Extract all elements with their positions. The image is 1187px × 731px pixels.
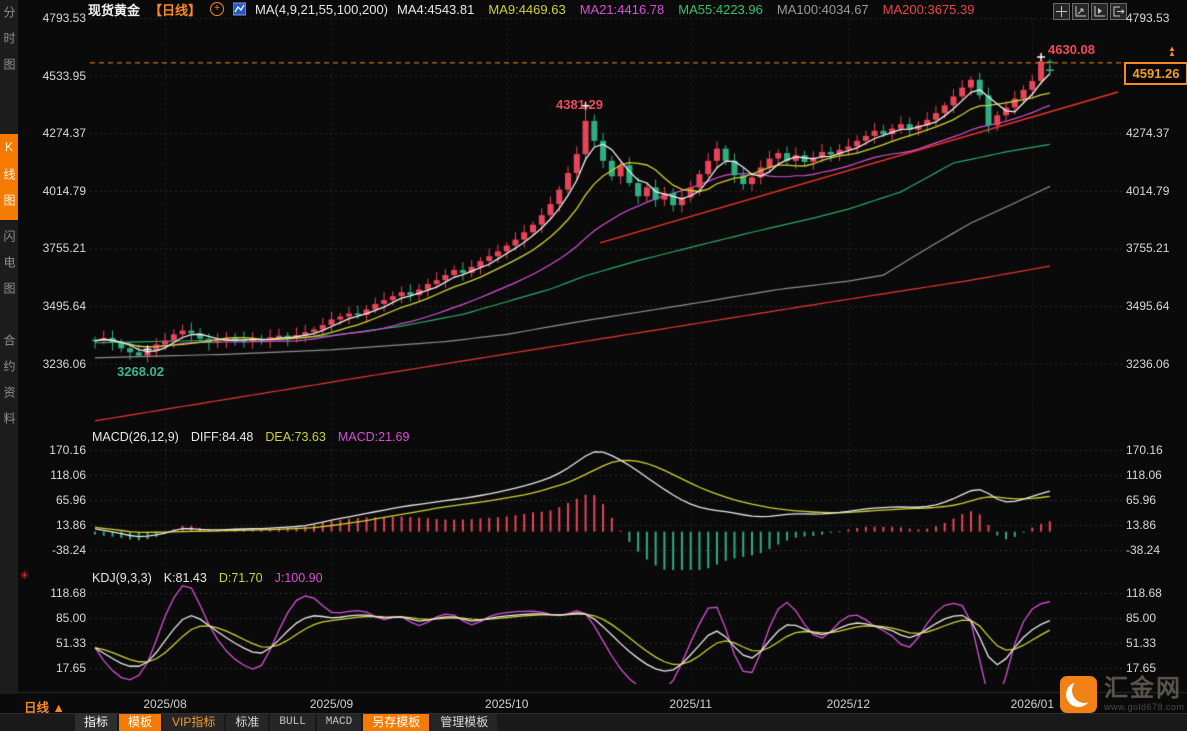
ma-value-label: MA100:4034.67 [776, 1, 869, 17]
bottom-toolbar: 指标 模板 VIP指标 标准 BULL MACD 另存模板 管理模板 [0, 713, 1187, 731]
axis-label: 3236.06 [42, 356, 86, 371]
axis-label: 4533.95 [42, 68, 86, 83]
ma-value-label: MA55:4223.96 [678, 1, 763, 17]
macd-dea-value: DEA:73.63 [265, 430, 326, 444]
add-compare-icon[interactable]: + [210, 2, 225, 16]
period-tag: 【日线】 [149, 2, 202, 18]
x-axis-month-label: 2025/08 [143, 697, 187, 711]
high-price-annotation: 4630.08 [1048, 42, 1095, 57]
ma-value-label: MA9:4469.63 [488, 1, 566, 17]
axis-label: 4793.53 [42, 11, 86, 25]
axis-label: 118.68 [50, 586, 86, 600]
last-price-badge: 4591.26 [1124, 62, 1187, 85]
axis-label: 170.16 [49, 443, 86, 457]
sidebar-item-3[interactable]: 合约资料 [2, 334, 16, 438]
axis-label: -38.24 [1126, 543, 1161, 557]
macd-label-row: MACD(26,12,9) DIFF:84.48 DEA:73.63 MACD:… [92, 430, 409, 444]
low-price-annotation: 3268.02 [117, 364, 164, 379]
axis-label: 4014.79 [1126, 183, 1170, 198]
axis-label: 85.00 [1126, 611, 1157, 625]
ma-value-label: MA200:3675.39 [882, 1, 975, 17]
ma-value-label: MA21:4416.78 [579, 1, 665, 17]
axis-label: 4014.79 [42, 183, 86, 198]
ma-values: MA4:4543.81 MA9:4469.63 MA21:4416.78 MA55:4… [397, 2, 974, 17]
axis-label: 13.86 [1126, 518, 1157, 532]
x-axis-month-label: 2025/12 [826, 697, 871, 711]
x-axis-month-label: 2025/09 [309, 697, 354, 711]
alert-flash-icon[interactable]: ✳ [20, 570, 30, 582]
macd-macd-value: MACD:21.69 [337, 430, 410, 444]
symbol-title: 现货黄金 [88, 2, 141, 18]
x-axis-month-label: 2025/11 [669, 697, 712, 711]
axis-label: 13.86 [55, 518, 86, 532]
crosshair-icon[interactable] [1053, 3, 1070, 20]
chart-header: 现货黄金 【日线】 + MA(4,9,21,55,100,200) MA4:45… [88, 1, 974, 18]
sidebar-item-1[interactable]: K线图 [0, 134, 18, 220]
axis-label: 4793.53 [1126, 11, 1170, 25]
macd-title: MACD(26,12,9) [92, 430, 179, 444]
axis-label: 17.65 [55, 661, 86, 675]
bottom-tab-2[interactable]: VIP指标 [163, 714, 225, 731]
bottom-tab-3[interactable]: 标准 [226, 714, 269, 731]
kdj-j-value: J:100.90 [274, 571, 323, 585]
chart-toolbar [1053, 3, 1127, 20]
axis-label: 65.96 [55, 493, 86, 507]
ma-value-label: MA4:4543.81 [397, 1, 475, 17]
axis-label: 3755.21 [42, 241, 86, 256]
site-logo: 汇金网 www.gold678.com [1060, 676, 1185, 713]
bottom-tab-5[interactable]: MACD [316, 714, 362, 731]
x-axis-month-label: 2026/01 [1010, 697, 1054, 711]
axis-play-icon[interactable] [1091, 3, 1108, 20]
mini-chart-icon [233, 2, 247, 16]
peak-price-annotation: 4381.29 [556, 97, 603, 112]
axis-zoom-icon[interactable] [1072, 3, 1089, 20]
period-selector[interactable]: 日线 ▲ [24, 701, 65, 715]
axis-label: -38.24 [51, 543, 86, 557]
macd-diff-value: DIFF:84.48 [190, 430, 254, 444]
axis-label: 118.68 [1126, 586, 1162, 600]
bottom-tab-6[interactable]: 另存模板 [363, 714, 430, 731]
axis-label: 65.96 [1126, 493, 1157, 507]
logo-icon [1060, 676, 1097, 713]
sidebar-item-2[interactable]: 闪电图 [2, 230, 16, 308]
kdj-k-value: K:81.43 [163, 571, 207, 585]
axis-label: 118.06 [50, 468, 86, 482]
logo-url: www.gold678.com [1104, 702, 1185, 712]
kdj-d-value: D:71.70 [218, 571, 263, 585]
bottom-tab-0[interactable]: 指标 [75, 714, 118, 731]
kdj-label-row: KDJ(9,3,3) K:81.43 D:71.70 J:100.90 [92, 571, 323, 585]
axis-label: 3236.06 [1126, 356, 1170, 371]
axis-label: 3495.64 [1126, 299, 1170, 313]
axis-label: 17.65 [1126, 661, 1157, 675]
logo-name: 汇金网 [1104, 675, 1182, 702]
axis-label: 51.33 [1126, 636, 1157, 650]
axis-label: 118.06 [1126, 468, 1162, 482]
axis-label: 85.00 [55, 611, 86, 625]
bottom-tab-4[interactable]: BULL [270, 714, 315, 731]
axis-label: 3755.21 [1126, 241, 1170, 256]
price-alert-icon[interactable]: ▲ ▲ [1168, 44, 1176, 58]
axis-label: 3495.64 [42, 299, 86, 313]
bottom-tab-7[interactable]: 管理模板 [431, 714, 498, 731]
exit-chart-icon[interactable] [1110, 3, 1127, 20]
x-axis-month-label: 2025/10 [485, 697, 529, 711]
axis-label: 4274.37 [1126, 126, 1170, 141]
kdj-title: KDJ(9,3,3) [92, 571, 152, 585]
axis-label: 51.33 [55, 636, 86, 650]
axis-label: 4274.37 [42, 126, 86, 141]
sidebar-item-0[interactable]: 分时图 [2, 6, 16, 84]
axis-label: 170.16 [1126, 443, 1163, 457]
left-sidebar: 分时图 K线图闪电图合约资料 [0, 0, 18, 694]
ma-settings-label: MA(4,9,21,55,100,200) [255, 1, 389, 17]
bottom-tab-1[interactable]: 模板 [119, 714, 162, 731]
